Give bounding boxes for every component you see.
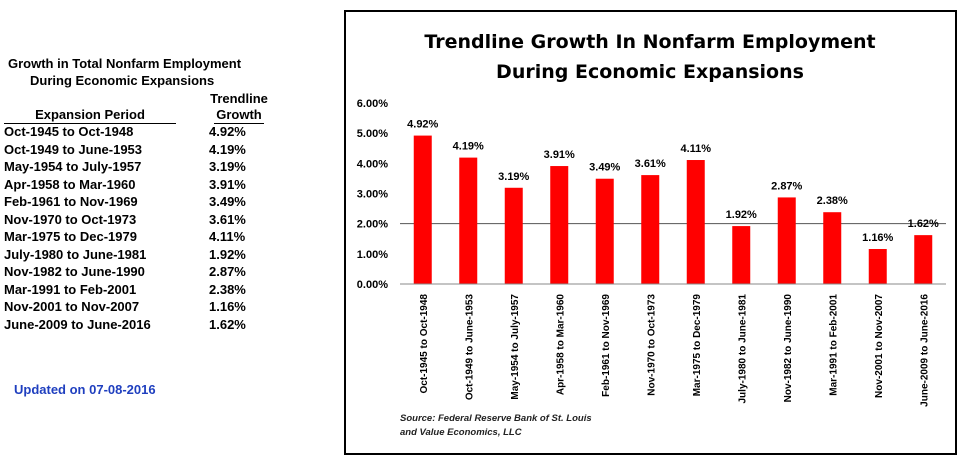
y-tick-label: 1.00%	[357, 249, 388, 261]
row-growth: 1.92%	[209, 246, 246, 262]
growth-header-line2: Growth	[214, 107, 264, 124]
bar	[641, 175, 660, 284]
bar	[504, 187, 523, 284]
growth-header-line1: Trendline	[210, 91, 268, 106]
x-category-label: Mar-1975 to Dec-1979	[692, 294, 703, 397]
y-tick-label: 6.00%	[357, 98, 388, 110]
y-tick-label: 2.00%	[357, 219, 388, 231]
y-tick-label: 3.00%	[357, 189, 388, 201]
x-category-label: July-1980 to June-1981	[737, 294, 748, 404]
bar	[550, 166, 569, 284]
row-growth: 3.49%	[209, 194, 246, 209]
x-category-label: May-1954 to July-1957	[510, 294, 521, 400]
row-period: Nov-1982 to June-1990	[4, 264, 145, 279]
x-category-label: Apr-1958 to Mar-1960	[555, 294, 566, 396]
bar	[914, 235, 933, 284]
row-growth: 4.19%	[209, 141, 246, 157]
data-label: 3.19%	[498, 171, 529, 183]
x-category-label: Nov-1970 to Oct-1973	[646, 294, 657, 396]
data-label: 2.38%	[817, 195, 848, 207]
x-category-label: Nov-2001 to Nov-2007	[874, 294, 885, 398]
x-category-label: Nov-1982 to June-1990	[783, 294, 794, 403]
x-category-label: Oct-1949 to June-1953	[464, 294, 475, 401]
data-label: 3.61%	[635, 158, 666, 170]
x-category-label: Feb-1961 to Nov-1969	[601, 294, 612, 397]
row-period: Mar-1991 to Feb-2001	[4, 281, 137, 297]
row-period: June-2009 to June-2016	[4, 316, 151, 332]
row-growth: 1.16%	[209, 299, 246, 314]
row-growth: 2.38%	[209, 281, 246, 297]
x-category-label: Mar-1991 to Feb-2001	[828, 294, 839, 396]
row-growth: 4.92%	[209, 124, 246, 139]
data-label: 3.91%	[544, 149, 575, 161]
row-period: Apr-1958 to Mar-1960	[4, 176, 136, 192]
growth-column-header: Trendline Growth	[204, 91, 274, 124]
chart-frame	[344, 10, 957, 455]
x-category-label: Oct-1945 to Oct-1948	[419, 294, 430, 394]
bar	[777, 197, 796, 284]
data-label: 4.19%	[453, 141, 484, 153]
bar	[595, 178, 614, 284]
y-tick-label: 5.00%	[357, 128, 388, 140]
y-tick-label: 4.00%	[357, 158, 388, 170]
row-period: Oct-1949 to June-1953	[4, 141, 143, 157]
row-growth: 3.19%	[209, 159, 246, 174]
row-growth: 1.62%	[209, 316, 246, 332]
data-label: 1.16%	[862, 232, 893, 244]
row-growth: 3.91%	[209, 176, 246, 192]
period-column-header: Expansion Period	[4, 107, 176, 124]
row-period: Nov-2001 to Nov-2007	[4, 299, 140, 314]
table-title-line2: During Economic Expansions	[30, 73, 215, 88]
data-label: 2.87%	[771, 180, 802, 192]
row-growth: 2.87%	[209, 264, 246, 279]
row-growth: 3.61%	[209, 211, 246, 227]
table-title: Growth in Total Nonfarm Employment Durin…	[8, 55, 268, 89]
chart-title-line2: During Economic Expansions	[496, 61, 804, 83]
row-period: Feb-1961 to Nov-1969	[4, 194, 138, 209]
bar	[732, 226, 751, 284]
row-growth: 4.11%	[209, 229, 246, 244]
row-period: July-1980 to June-1981	[4, 246, 147, 262]
row-period: May-1954 to July-1957	[4, 159, 142, 174]
row-period: Mar-1975 to Dec-1979	[4, 229, 137, 244]
data-label: 4.11%	[680, 143, 711, 155]
row-period: Nov-1970 to Oct-1973	[4, 211, 137, 227]
chart-source: Source: Federal Reserve Bank of St. Loui…	[400, 412, 592, 440]
row-period: Oct-1945 to Oct-1948	[4, 124, 134, 139]
source-line1: Source: Federal Reserve Bank of St. Loui…	[400, 413, 592, 424]
bar	[868, 249, 887, 284]
data-label: 4.92%	[407, 119, 438, 131]
chart-title-line1: Trendline Growth In Nonfarm Employment	[424, 31, 875, 53]
updated-note: Updated on 07-08-2016	[14, 382, 156, 397]
x-category-label: June-2009 to June-2016	[919, 294, 930, 407]
table-title-line1: Growth in Total Nonfarm Employment	[8, 56, 242, 71]
data-label: 1.92%	[726, 209, 757, 221]
bar	[413, 135, 432, 284]
source-line2: and Value Economics, LLC	[400, 427, 522, 438]
bar	[459, 157, 478, 284]
bar	[686, 160, 705, 284]
bar	[823, 212, 842, 284]
data-label: 3.49%	[589, 162, 620, 174]
y-tick-label: 0.00%	[357, 279, 388, 291]
data-label: 1.62%	[908, 218, 939, 230]
